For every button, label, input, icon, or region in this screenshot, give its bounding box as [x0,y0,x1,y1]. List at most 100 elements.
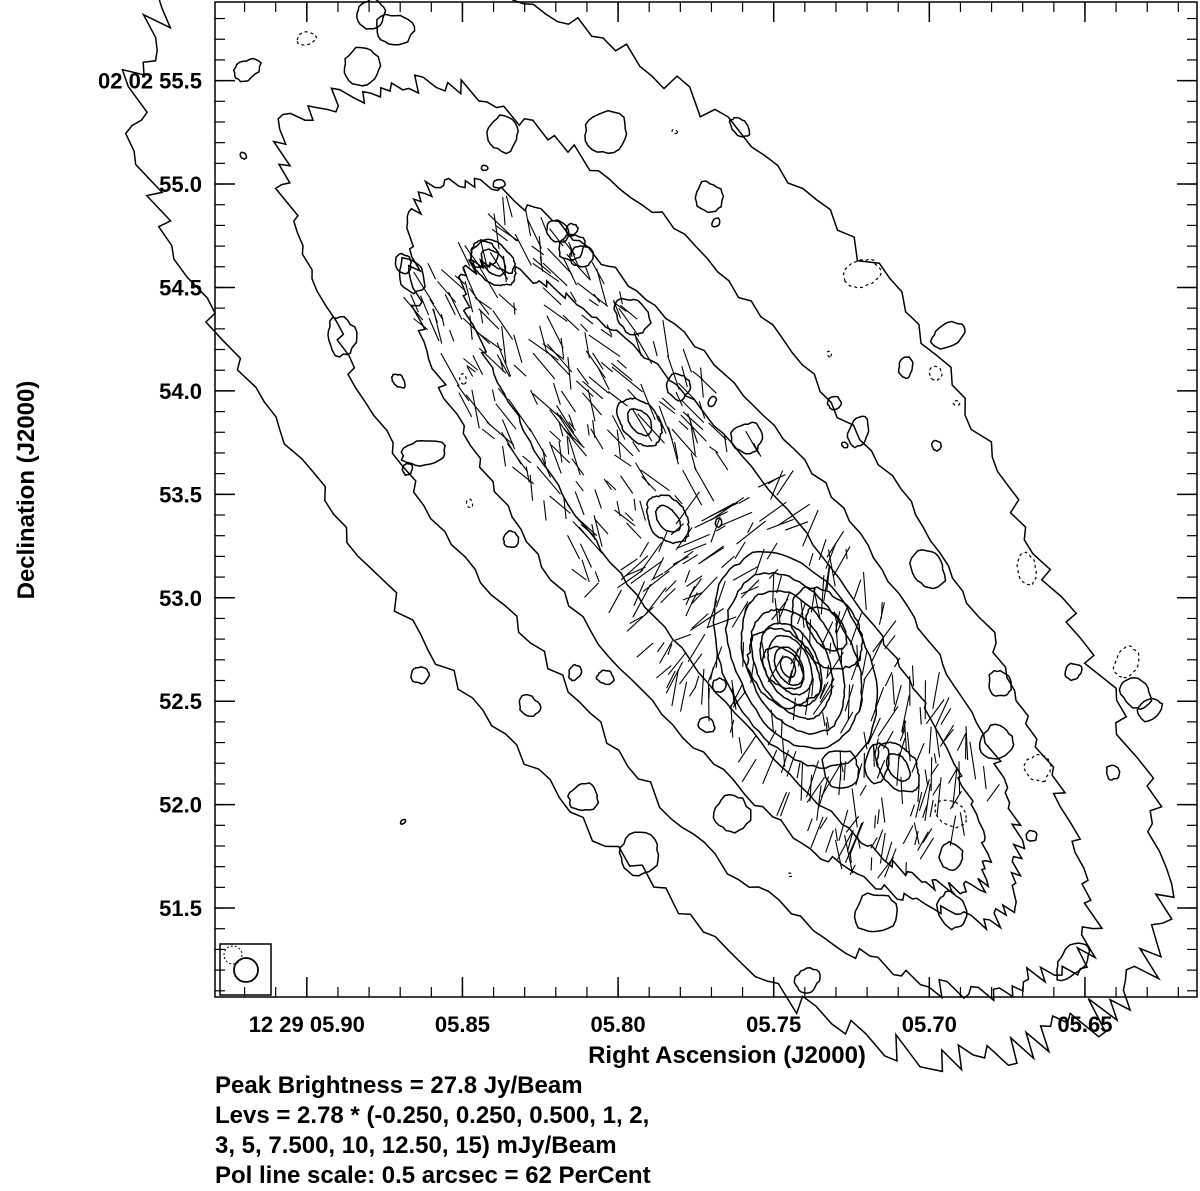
pol-vector [780,592,790,617]
pol-vector [609,590,622,613]
pol-vector [661,588,676,603]
noise-contour [931,322,966,350]
pol-vector [836,828,838,841]
noise-contour [585,111,627,154]
pol-vector [499,294,517,310]
pol-vector [826,830,834,852]
pol-vector [614,455,631,467]
noise-contour [493,180,505,189]
pol-vector [878,809,880,824]
noise-contour [842,442,848,448]
pol-vector [826,722,827,735]
pol-vector [735,542,745,559]
pol-vector [572,569,587,580]
pol-vector [526,209,531,236]
pol-vector [984,766,987,789]
x-tick-label: 05.65 [1057,1012,1112,1037]
pol-vector [559,441,562,463]
pol-vector [514,365,526,376]
noise-contour [730,118,750,137]
noise-contour [939,842,963,871]
pol-vector [709,423,727,440]
pol-vector [944,729,954,741]
pol-vector [621,476,633,494]
pol-vector [690,609,723,631]
y-tick-label: 53.5 [159,482,202,507]
noise-contour [910,550,946,589]
pol-vector [563,239,576,255]
pol-vector [437,281,455,302]
pol-vector [595,489,602,508]
noise-contour [698,717,715,732]
pol-vector [508,399,531,432]
pol-vector [612,367,643,392]
pol-vector [683,349,691,373]
noise-contour [620,832,659,876]
pol-vector [920,838,933,859]
pol-vector [930,800,933,817]
pol-vector [582,393,601,415]
contour-level-2 [274,75,1102,1000]
pol-vector [450,330,454,342]
contour-level-3 [407,178,1025,929]
pol-vector [667,426,673,440]
pol-vector [886,842,892,862]
pol-vector [877,760,884,778]
contour-level-1 [122,0,1174,1071]
pol-vector [809,553,813,566]
pol-vector [903,825,913,844]
pol-vector [470,316,472,340]
pol-vector [586,351,605,378]
pol-vector [617,430,620,458]
noise-contour [828,397,842,410]
pol-vector [940,725,953,746]
noise-contour [344,47,380,85]
pol-vector [642,476,656,491]
noise-contour [1113,646,1139,678]
pol-vector [925,769,928,786]
noise-contour [460,374,467,385]
pol-vector [773,573,774,603]
pol-vector [550,431,561,441]
pol-vector [568,535,580,559]
pol-vector [970,742,976,780]
knot-contour [481,249,505,276]
pol-vector [530,475,532,501]
noise-contour [989,671,1011,696]
pol-vector [719,512,752,526]
pol-vector [563,315,579,330]
pol-vector [665,581,676,592]
noise-contour [788,873,792,877]
pol-vector [458,242,470,266]
x-tick-label: 05.80 [591,1012,646,1037]
pol-vector [515,234,531,265]
pol-vector [503,197,505,225]
pol-vector [882,798,885,823]
pol-vector [614,510,635,526]
pol-vector [741,587,759,594]
pol-vector [659,532,667,552]
pol-vector [679,421,688,429]
pol-vector [564,429,585,448]
noise-contour [932,441,942,452]
noise-contour [519,695,541,717]
noise-contour [1065,663,1082,680]
pol-vector [668,355,680,389]
knot-contour [656,505,681,532]
pol-vector [737,521,766,544]
noise-contour [929,366,942,381]
pol-vector [929,727,931,754]
pol-vector [637,643,653,657]
pol-vector [644,588,666,616]
pol-vector [810,619,811,644]
noise-contour [695,181,723,212]
pol-vector [611,363,632,380]
pol-vector [627,607,653,631]
pol-vector [664,551,693,573]
contour-levels-note-2: 3, 5, 7.500, 10, 12.50, 15) mJy/Beam [215,1131,617,1161]
noise-contour [794,968,820,993]
noise-contour [328,317,357,357]
x-tick-label: 05.85 [435,1012,490,1037]
pol-vector [543,288,561,305]
